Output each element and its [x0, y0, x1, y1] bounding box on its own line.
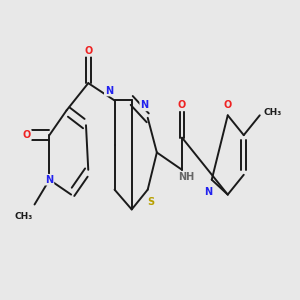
Text: CH₃: CH₃	[263, 108, 281, 117]
Text: N: N	[105, 85, 113, 96]
Text: S: S	[148, 197, 155, 207]
Text: O: O	[224, 100, 232, 110]
Text: NH: NH	[178, 172, 195, 182]
Text: O: O	[178, 100, 186, 110]
Text: O: O	[84, 46, 92, 56]
Text: N: N	[204, 187, 212, 197]
Text: CH₃: CH₃	[14, 212, 32, 221]
Text: N: N	[140, 100, 148, 110]
Text: O: O	[22, 130, 31, 140]
Text: N: N	[45, 175, 53, 185]
